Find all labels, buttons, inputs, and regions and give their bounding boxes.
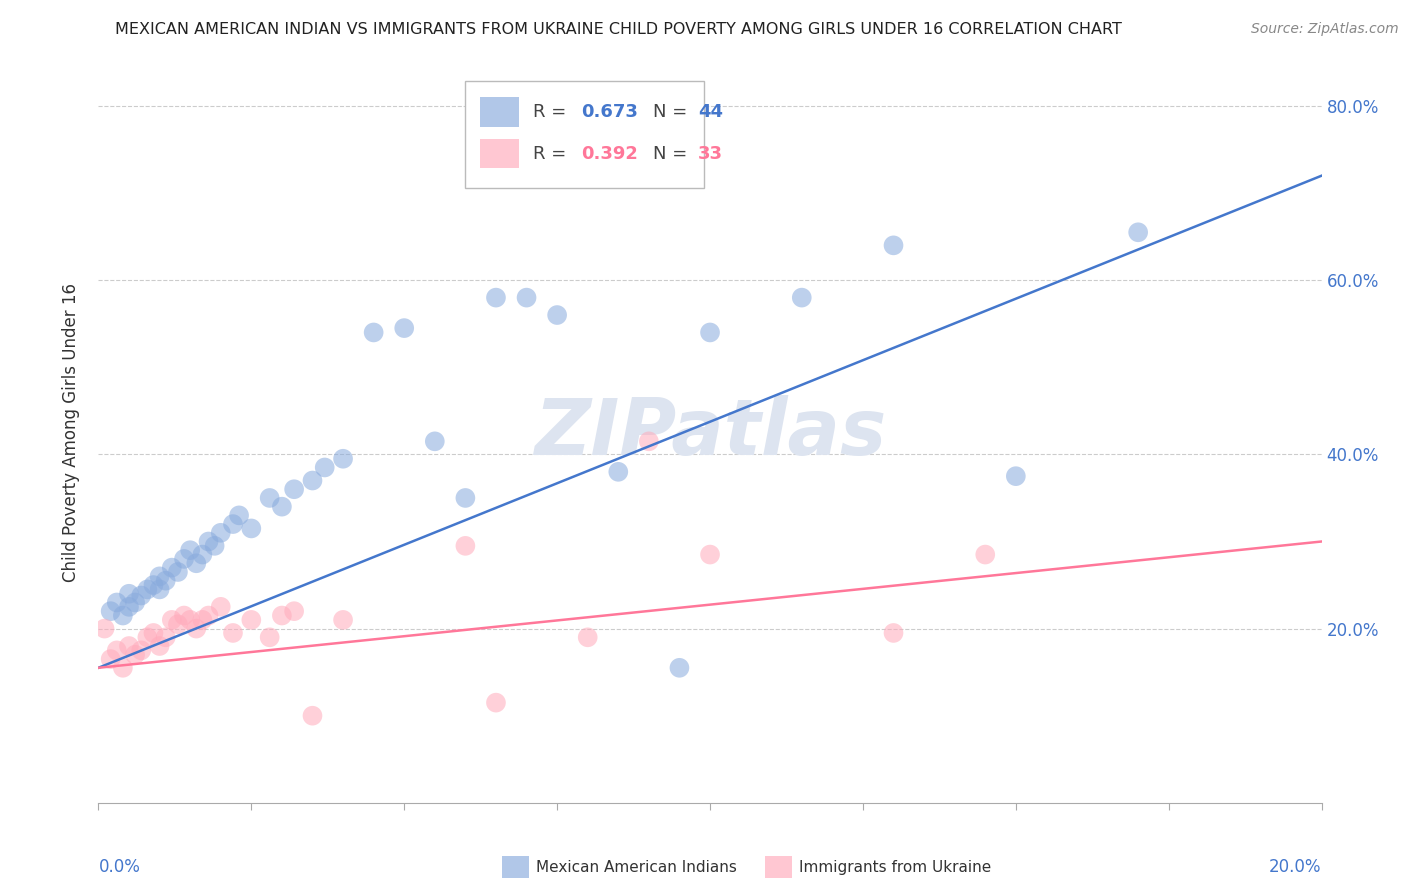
Point xyxy=(883,626,905,640)
Point xyxy=(191,613,214,627)
Y-axis label: Child Poverty Among Girls Under 16: Child Poverty Among Girls Under 16 xyxy=(62,283,80,582)
Point xyxy=(204,539,226,553)
Point xyxy=(142,626,165,640)
Point xyxy=(160,560,183,574)
Text: 20.0%: 20.0% xyxy=(1270,858,1322,876)
Point xyxy=(485,696,508,710)
Point xyxy=(607,465,630,479)
Point xyxy=(111,608,134,623)
Point xyxy=(160,613,183,627)
Text: 33: 33 xyxy=(697,145,723,162)
Point xyxy=(423,434,446,449)
Point xyxy=(100,652,122,666)
Point xyxy=(332,613,354,627)
Point xyxy=(118,587,141,601)
Text: 0.0%: 0.0% xyxy=(98,858,141,876)
Point xyxy=(111,661,134,675)
Point xyxy=(167,617,190,632)
Point xyxy=(485,291,508,305)
FancyBboxPatch shape xyxy=(479,138,519,169)
Point xyxy=(283,604,305,618)
Point xyxy=(149,639,172,653)
Point xyxy=(363,326,385,340)
Point xyxy=(228,508,250,523)
Point xyxy=(129,589,152,603)
Point xyxy=(100,604,122,618)
Point xyxy=(93,622,115,636)
Point xyxy=(222,517,245,532)
Point xyxy=(136,630,159,644)
Point xyxy=(124,595,146,609)
FancyBboxPatch shape xyxy=(765,856,792,879)
Point xyxy=(270,608,294,623)
Point xyxy=(209,599,232,614)
Point xyxy=(167,565,190,579)
Text: MEXICAN AMERICAN INDIAN VS IMMIGRANTS FROM UKRAINE CHILD POVERTY AMONG GIRLS UND: MEXICAN AMERICAN INDIAN VS IMMIGRANTS FR… xyxy=(115,22,1122,37)
Point xyxy=(105,595,128,609)
Point xyxy=(314,460,336,475)
Point xyxy=(118,599,141,614)
Point xyxy=(136,582,159,597)
Point xyxy=(105,643,128,657)
Point xyxy=(186,622,208,636)
Point xyxy=(637,434,661,449)
Point xyxy=(209,525,232,540)
Point xyxy=(179,543,201,558)
Point xyxy=(332,451,354,466)
Point xyxy=(454,539,477,553)
Text: 44: 44 xyxy=(697,103,723,121)
Point xyxy=(301,474,323,488)
Point xyxy=(173,608,195,623)
Text: Mexican American Indians: Mexican American Indians xyxy=(536,860,737,875)
Point xyxy=(576,630,599,644)
Point xyxy=(546,308,568,322)
Point xyxy=(699,326,721,340)
Point xyxy=(149,569,172,583)
Point xyxy=(197,608,219,623)
Point xyxy=(301,708,323,723)
Point xyxy=(668,661,690,675)
Point xyxy=(124,648,146,662)
Text: N =: N = xyxy=(652,103,693,121)
Text: Immigrants from Ukraine: Immigrants from Ukraine xyxy=(800,860,991,875)
Point xyxy=(392,321,416,335)
FancyBboxPatch shape xyxy=(465,81,704,188)
Point xyxy=(186,556,208,570)
Point xyxy=(1004,469,1026,483)
Point xyxy=(1128,225,1150,239)
Point xyxy=(240,613,263,627)
Point xyxy=(197,534,219,549)
Point xyxy=(259,630,281,644)
Text: R =: R = xyxy=(533,103,572,121)
Point xyxy=(974,548,997,562)
Point xyxy=(142,578,165,592)
Point xyxy=(883,238,905,252)
Point xyxy=(790,291,813,305)
Point xyxy=(270,500,294,514)
Point xyxy=(454,491,477,505)
Point xyxy=(173,552,195,566)
Point xyxy=(240,521,263,535)
Point xyxy=(283,482,305,496)
Text: 0.673: 0.673 xyxy=(582,103,638,121)
Text: N =: N = xyxy=(652,145,693,162)
Point xyxy=(149,582,172,597)
Text: ZIPatlas: ZIPatlas xyxy=(534,394,886,471)
Point xyxy=(222,626,245,640)
Text: 0.392: 0.392 xyxy=(582,145,638,162)
Point xyxy=(118,639,141,653)
Point xyxy=(191,548,214,562)
Point xyxy=(699,548,721,562)
Point xyxy=(179,613,201,627)
Point xyxy=(259,491,281,505)
Point xyxy=(155,630,177,644)
Text: Source: ZipAtlas.com: Source: ZipAtlas.com xyxy=(1251,22,1399,37)
FancyBboxPatch shape xyxy=(479,97,519,127)
FancyBboxPatch shape xyxy=(502,856,529,879)
Point xyxy=(516,291,538,305)
Text: R =: R = xyxy=(533,145,572,162)
Point xyxy=(129,643,152,657)
Point xyxy=(155,574,177,588)
